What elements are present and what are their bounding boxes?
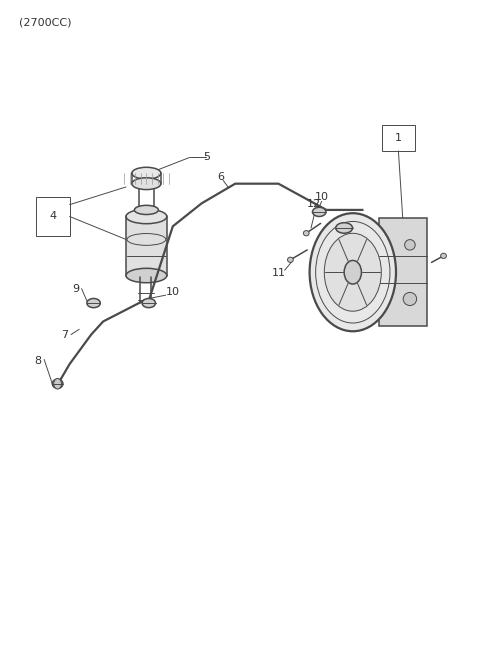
Text: (2700CC): (2700CC) bbox=[19, 18, 72, 28]
Text: 4: 4 bbox=[49, 211, 56, 222]
Text: 9: 9 bbox=[72, 283, 79, 294]
Ellipse shape bbox=[87, 298, 100, 308]
Text: 10: 10 bbox=[166, 287, 180, 297]
Ellipse shape bbox=[403, 293, 417, 306]
Circle shape bbox=[324, 234, 381, 311]
Text: 1: 1 bbox=[395, 133, 402, 143]
Bar bbox=[126, 216, 167, 276]
Bar bbox=[379, 218, 427, 326]
Text: 7: 7 bbox=[61, 329, 68, 340]
Ellipse shape bbox=[134, 205, 158, 215]
Ellipse shape bbox=[52, 379, 63, 388]
Bar bbox=[36, 197, 70, 236]
Text: 8: 8 bbox=[34, 356, 41, 366]
Text: 11: 11 bbox=[271, 268, 286, 278]
Ellipse shape bbox=[336, 222, 352, 234]
Ellipse shape bbox=[441, 253, 446, 258]
Ellipse shape bbox=[132, 178, 161, 190]
Text: 12: 12 bbox=[306, 199, 321, 209]
Ellipse shape bbox=[312, 207, 326, 216]
Ellipse shape bbox=[142, 298, 156, 308]
Ellipse shape bbox=[132, 167, 161, 179]
Text: 5: 5 bbox=[203, 152, 210, 163]
Ellipse shape bbox=[126, 209, 167, 224]
Ellipse shape bbox=[288, 257, 293, 262]
Text: 10: 10 bbox=[314, 192, 329, 202]
Bar bbox=[382, 125, 415, 151]
Ellipse shape bbox=[405, 239, 415, 250]
Ellipse shape bbox=[303, 231, 309, 236]
Circle shape bbox=[344, 260, 361, 284]
Text: 6: 6 bbox=[217, 172, 224, 182]
Circle shape bbox=[310, 213, 396, 331]
Circle shape bbox=[54, 379, 61, 389]
Ellipse shape bbox=[126, 268, 167, 283]
